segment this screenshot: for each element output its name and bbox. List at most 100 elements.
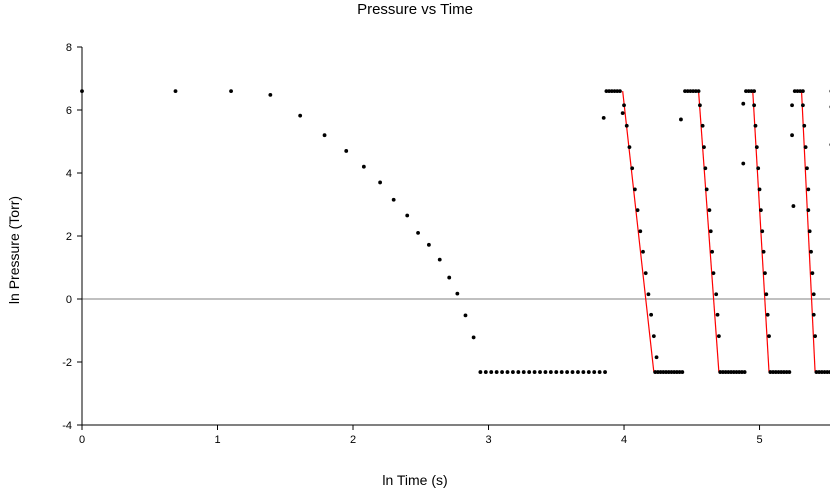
data-point: [570, 370, 575, 374]
data-point: [742, 370, 747, 374]
data-point: [776, 370, 781, 374]
y-tick-label: 8: [66, 42, 72, 54]
data-point: [576, 370, 580, 374]
data-point: [792, 89, 797, 93]
data-point: [798, 89, 803, 93]
data-point: [494, 370, 499, 374]
data-point: [632, 187, 637, 192]
data-point: [795, 89, 800, 93]
y-tick-label: 0: [66, 294, 72, 306]
data-point: [378, 180, 383, 185]
data-point: [806, 208, 811, 213]
data-point: [638, 229, 643, 234]
data-point: [622, 103, 626, 108]
data-point: [426, 242, 431, 247]
data-point: [500, 370, 504, 374]
data-point: [708, 229, 713, 234]
data-point: [437, 257, 442, 262]
data-point: [790, 133, 794, 138]
data-point: [601, 115, 606, 120]
data-point: [597, 370, 602, 374]
x-tick-label: 4: [621, 434, 627, 446]
data-point: [268, 92, 273, 97]
data-point: [807, 229, 812, 234]
y-tick-label: -2: [62, 357, 72, 369]
data-point: [656, 370, 660, 374]
data-point: [521, 370, 526, 374]
data-point: [698, 103, 702, 108]
data-point: [516, 370, 521, 374]
x-tick-label: 2: [350, 434, 356, 446]
data-point: [814, 370, 819, 374]
data-point: [757, 187, 762, 192]
data-point: [760, 229, 765, 234]
x-tick-label: 5: [756, 434, 762, 446]
x-tick-label: 0: [79, 434, 85, 446]
data-point: [779, 370, 784, 374]
data-point: [784, 370, 789, 374]
data-point: [505, 370, 510, 374]
y-tick-label: 2: [66, 231, 72, 243]
data-point: [478, 370, 483, 374]
data-point: [800, 103, 805, 108]
data-point: [825, 370, 830, 374]
data-point: [586, 370, 591, 374]
data-point: [700, 123, 705, 128]
data-point: [649, 312, 654, 317]
data-point: [752, 103, 757, 108]
data-point: [749, 89, 754, 93]
data-point: [714, 292, 719, 297]
y-tick-label: 4: [66, 168, 72, 180]
data-point: [761, 249, 766, 254]
data-point: [740, 370, 744, 374]
data-point: [734, 370, 739, 374]
data-point: [765, 312, 770, 317]
data-point: [763, 271, 767, 276]
axes: -4 -2 0 2 4 6 8 0 1 2 3 4 5: [62, 42, 830, 446]
data-point: [782, 370, 786, 374]
data-point: [753, 123, 758, 128]
data-point: [532, 370, 537, 374]
data-point: [679, 117, 683, 122]
data-point: [746, 89, 751, 93]
data-point: [483, 370, 488, 374]
y-tick-label: -4: [62, 420, 72, 432]
data-point: [511, 370, 515, 374]
data-point: [298, 113, 303, 118]
data-point: [630, 166, 635, 171]
data-point: [723, 370, 728, 374]
data-point: [718, 370, 723, 374]
data-point: [729, 370, 733, 374]
data-point: [707, 208, 712, 213]
y-tick-label: 6: [66, 105, 72, 117]
data-point: [391, 197, 396, 202]
data-point: [565, 370, 570, 374]
data-points: [80, 89, 830, 374]
data-point: [674, 370, 679, 374]
data-point: [624, 123, 629, 128]
data-point: [615, 89, 620, 93]
data-point: [604, 89, 609, 93]
data-point: [672, 370, 677, 374]
data-point: [803, 145, 808, 150]
data-point: [758, 208, 763, 213]
data-point: [767, 334, 771, 339]
data-point: [811, 292, 816, 297]
data-point: [581, 370, 586, 374]
data-point: [471, 335, 476, 340]
data-point: [696, 89, 701, 93]
chart-title: Pressure vs Time: [357, 1, 473, 18]
data-point: [654, 355, 659, 360]
data-point: [819, 370, 824, 374]
data-point: [787, 370, 792, 374]
data-point: [741, 161, 746, 166]
data-point: [677, 370, 682, 374]
data-point: [620, 111, 625, 116]
data-point: [744, 89, 748, 93]
data-point: [768, 370, 773, 374]
data-point: [229, 89, 233, 93]
data-point: [703, 166, 708, 171]
data-point: [559, 370, 564, 374]
data-point: [805, 166, 809, 171]
